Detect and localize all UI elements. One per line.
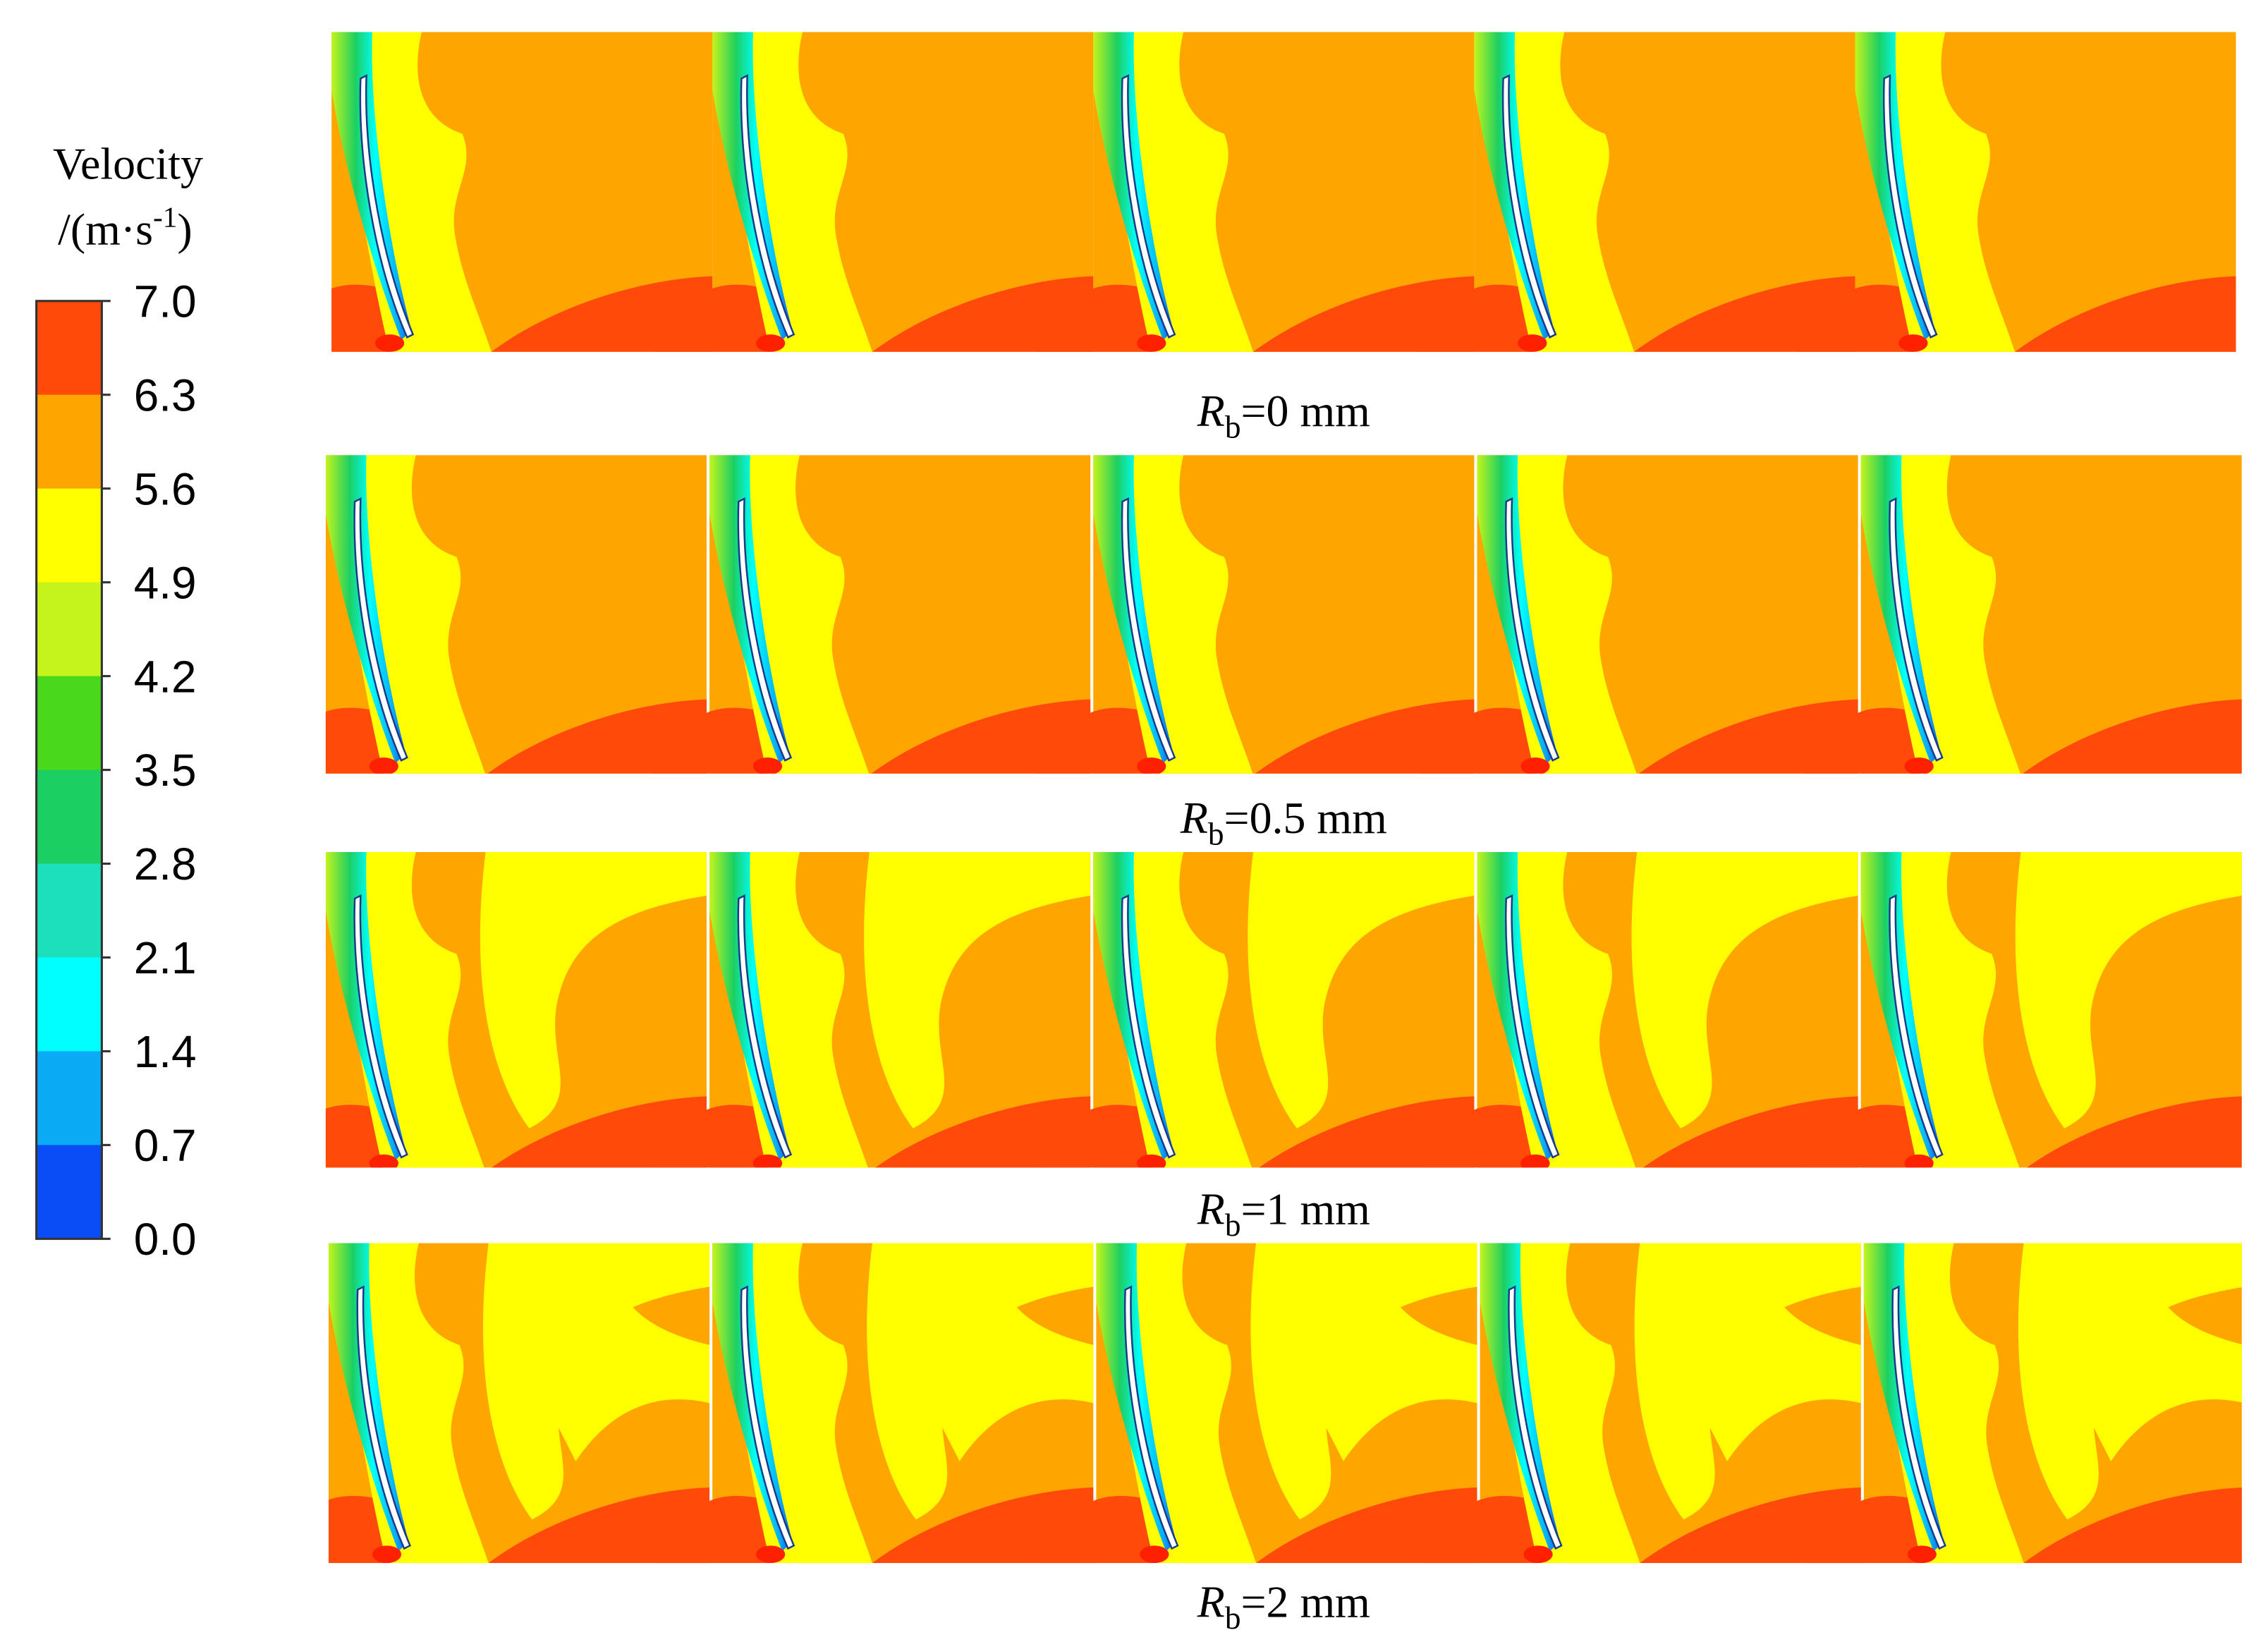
colorbar-tick-label: 2.1 xyxy=(134,932,197,983)
colorbar-band xyxy=(36,1051,102,1146)
unit-text: /(m·s xyxy=(58,204,153,254)
caption-text: =2 mm xyxy=(1241,1576,1370,1626)
colorbar-band xyxy=(36,770,102,865)
colorbar-tick-label: 1.4 xyxy=(134,1026,197,1077)
caption-text: =0.5 mm xyxy=(1224,793,1387,843)
colorbar-tick-label: 2.8 xyxy=(134,839,197,889)
colorbar-tick-label: 6.3 xyxy=(134,370,197,420)
caption-symbol: R xyxy=(1197,1576,1225,1626)
colorbar: 7.0 6.3 5.6 4.9 4.2 3.5 2.8 2.1 1.4 0.7 0.0 xyxy=(35,276,197,1265)
caption-symbol: R xyxy=(1197,1184,1225,1234)
colorbar-tick-label: 0.7 xyxy=(134,1120,197,1171)
caption-subscript: b xyxy=(1225,409,1241,444)
panel-caption: Rb=2 mm xyxy=(1197,1576,1370,1635)
colorbar-band xyxy=(36,863,102,959)
caption-subscript: b xyxy=(1225,1208,1241,1243)
caption-symbol: R xyxy=(1180,793,1208,843)
colorbar-tick-label: 3.5 xyxy=(134,745,197,796)
caption-text: =0 mm xyxy=(1241,386,1370,436)
unit-superscript: -1 xyxy=(153,201,177,233)
caption-subscript: b xyxy=(1225,1600,1241,1636)
contour-panel xyxy=(331,32,2236,352)
colorbar-unit: /(m·s-1) xyxy=(58,201,193,255)
colorbar-band xyxy=(36,1145,102,1240)
caption-subscript: b xyxy=(1208,817,1224,852)
colorbar-band xyxy=(36,488,102,583)
panel-caption: Rb=0.5 mm xyxy=(1180,793,1387,851)
contour-panel xyxy=(325,455,2242,774)
contour-panel xyxy=(270,1243,2244,1564)
colorbar-tick-label: 5.6 xyxy=(134,463,197,514)
colorbar-band xyxy=(36,300,102,396)
colorbar-tick-label: 0.0 xyxy=(134,1214,197,1265)
unit-text: ) xyxy=(177,204,192,254)
colorbar-title: Velocity xyxy=(53,139,203,189)
colorbar-tick-label: 4.9 xyxy=(134,557,197,608)
colorbar-tick-label: 7.0 xyxy=(134,276,197,327)
panel-caption: Rb=0 mm xyxy=(1197,386,1370,444)
caption-symbol: R xyxy=(1197,386,1225,436)
caption-text: =1 mm xyxy=(1241,1184,1370,1234)
panel-caption: Rb=1 mm xyxy=(1197,1184,1370,1243)
colorbar-band xyxy=(36,394,102,489)
contour-panel xyxy=(267,852,2241,1172)
colorbar-tick-label: 4.2 xyxy=(134,651,197,702)
colorbar-band xyxy=(36,582,102,677)
colorbar-band xyxy=(36,676,102,771)
colorbar-band xyxy=(36,957,102,1052)
